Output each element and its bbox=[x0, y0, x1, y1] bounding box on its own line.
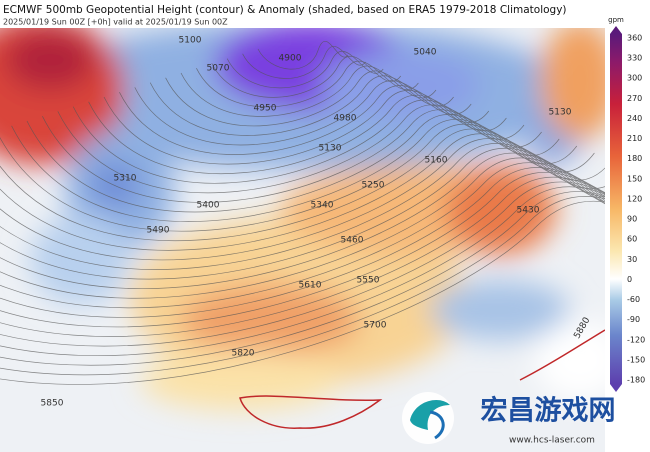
contour-label: 5310 bbox=[114, 174, 137, 184]
colorbar-tick-label: 210 bbox=[627, 134, 642, 143]
colorbar-tick-label: 90 bbox=[627, 215, 637, 224]
contour-line bbox=[88, 94, 542, 175]
colorbar-tick-label: 120 bbox=[627, 194, 642, 203]
colorbar-tick-label: -150 bbox=[627, 355, 645, 364]
contour-line bbox=[0, 200, 605, 385]
contour-line bbox=[0, 157, 605, 299]
colorbar-tick-label: -90 bbox=[627, 315, 640, 324]
colorbar-tick-label: -120 bbox=[627, 335, 645, 344]
colorbar-tick-label: 60 bbox=[627, 235, 637, 244]
contour-line bbox=[0, 128, 605, 241]
contour-line bbox=[257, 41, 349, 70]
colorbar-tick-label: 360 bbox=[627, 34, 642, 43]
contour-line bbox=[0, 138, 605, 261]
contour-line bbox=[0, 162, 605, 309]
contour-line bbox=[0, 186, 605, 356]
colorbar-tick-label: 30 bbox=[627, 255, 637, 264]
contour-label: 5130 bbox=[549, 108, 572, 118]
contour-line bbox=[149, 75, 472, 136]
contour-line bbox=[57, 104, 578, 194]
contour-line bbox=[42, 109, 595, 203]
contour-line bbox=[72, 99, 560, 184]
contour-label: 5610 bbox=[299, 281, 322, 291]
contour-label: 5700 bbox=[364, 321, 387, 331]
colorbar-tick-label: 150 bbox=[627, 174, 642, 183]
colorbar-tick-label: 270 bbox=[627, 94, 642, 103]
colorbar-tick-label: 180 bbox=[627, 154, 642, 163]
contour-line bbox=[0, 143, 605, 270]
contour-line bbox=[165, 70, 454, 127]
contour-label: 5250 bbox=[362, 181, 385, 191]
contour-label: 5070 bbox=[207, 64, 230, 74]
contour-line bbox=[0, 152, 605, 289]
contour-label: 5490 bbox=[147, 226, 170, 236]
colorbar-unit: gpm bbox=[608, 16, 624, 24]
contour-label: 5850 bbox=[41, 399, 64, 409]
colorbar-tick-label: 300 bbox=[627, 74, 642, 83]
colorbar-tick-label: -60 bbox=[627, 295, 640, 304]
contour-line bbox=[180, 65, 437, 117]
contour-label: 5340 bbox=[311, 201, 334, 211]
contour-line bbox=[103, 89, 525, 165]
contour-label: 5160 bbox=[425, 156, 448, 166]
contour-label: 4900 bbox=[279, 54, 302, 64]
colorbar-tick-label: 0 bbox=[627, 275, 632, 284]
contour-line bbox=[242, 46, 366, 79]
contour-label: 5400 bbox=[197, 201, 220, 211]
contour-label: 5820 bbox=[232, 349, 255, 359]
contour-line bbox=[0, 181, 605, 347]
contour-line bbox=[0, 191, 605, 366]
contour-label: 5040 bbox=[414, 48, 437, 58]
contour-label: 4950 bbox=[254, 104, 277, 114]
contour-line bbox=[134, 80, 490, 146]
map-title: ECMWF 500mb Geopotential Height (contour… bbox=[3, 4, 567, 16]
colorbar-tick-label: 330 bbox=[627, 54, 642, 63]
watermark-name: 宏昌游戏网 bbox=[481, 395, 616, 427]
map-subtitle: 2025/01/19 Sun 00Z [+0h] valid at 2025/0… bbox=[3, 18, 228, 27]
contour-label: 4980 bbox=[334, 114, 357, 124]
contour-label: 5100 bbox=[179, 36, 202, 46]
contour-line bbox=[211, 55, 402, 98]
map-area: 4900 4950 4980 5040 5070 5100 5130 5130 5160 5250… bbox=[0, 28, 605, 452]
contour-line bbox=[226, 51, 384, 89]
contour-line bbox=[0, 171, 605, 328]
contour-line bbox=[0, 176, 605, 337]
contour-label: 5550 bbox=[357, 276, 380, 286]
contour-label: 5430 bbox=[517, 206, 540, 216]
contour-line bbox=[0, 196, 605, 376]
contour-label: 5130 bbox=[319, 144, 342, 154]
contour-line bbox=[0, 124, 605, 232]
colorbar-tick-label: -180 bbox=[627, 376, 645, 385]
watermark-url: www.hcs-laser.com bbox=[509, 436, 595, 446]
contour-line bbox=[196, 60, 419, 108]
colorbar-tick-label: 240 bbox=[627, 114, 642, 123]
contour-line bbox=[26, 114, 605, 213]
colorbar bbox=[610, 34, 622, 384]
watermark: 宏昌游戏网 www.hcs-laser.com bbox=[402, 392, 616, 446]
contour-label: 5460 bbox=[341, 236, 364, 246]
contour-line bbox=[0, 147, 605, 280]
contour-line bbox=[0, 167, 605, 318]
